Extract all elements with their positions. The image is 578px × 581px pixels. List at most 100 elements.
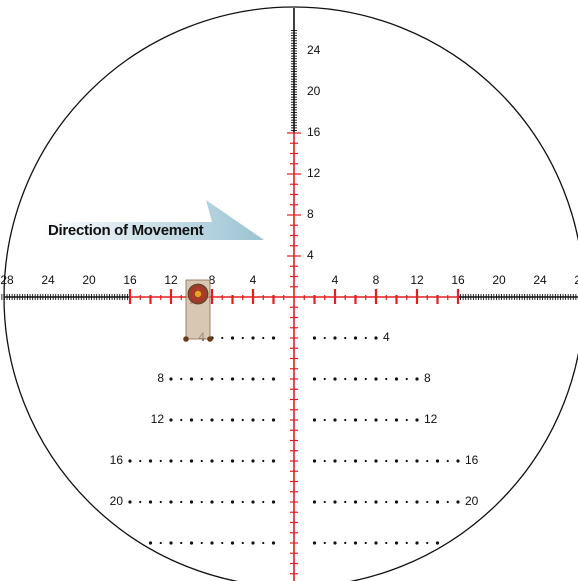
target [183,279,213,342]
horizontal-scale-label: 12 [410,273,424,287]
holdover-dot [221,336,224,340]
holdover-dot [333,459,337,463]
horizontal-scale-label: 20 [82,273,96,287]
holdover-dot [415,377,419,381]
holdover-dot [169,541,173,545]
holdover-dot [456,459,460,463]
vertical-scale-label: 20 [307,84,321,98]
holdover-dot [312,459,317,463]
holdover-dot [374,418,378,422]
holdover-dot [139,500,142,504]
holdover-dot [415,541,419,545]
holdover-dot [426,541,429,545]
holdover-dot [210,418,214,422]
holdover-label: 12 [424,412,438,426]
holdover-dot [128,459,132,463]
holdover-dot [385,377,388,381]
holdover-dot [221,541,224,545]
holdover-dot [251,541,255,545]
holdover-dot [415,459,419,463]
holdover-dot [128,500,132,504]
holdover-dot [374,336,378,340]
holdover-dot [374,459,378,463]
holdover-dot [271,418,276,422]
holdover-dot [344,418,347,422]
holdover-dot [385,500,388,504]
holdover-dot [435,500,440,504]
horizontal-scale-label: 28 [574,273,578,287]
holdover-dot [446,459,449,463]
holdover-dot [323,459,326,463]
horizontal-scale-label: 12 [164,273,178,287]
holdover-dot [271,459,276,463]
holdover-dot [251,459,255,463]
holdover-dot [385,541,388,545]
holdover-label: 12 [151,412,165,426]
vertical-scale-label: 16 [307,125,321,139]
holdover-dot [251,377,255,381]
holdover-dot [169,418,173,422]
holdover-dot [230,377,235,381]
holdover-dot [230,459,235,463]
scope-outline [3,6,578,581]
holdover-dot [189,541,194,545]
target-ring [193,289,203,299]
horizontal-scale-label: 28 [0,273,14,287]
holdover-dot [353,541,358,545]
holdover-dot [221,500,224,504]
holdover-dot [323,336,326,340]
holdover-dot [251,418,255,422]
holdover-dot [159,541,162,545]
holdover-dot [394,541,399,545]
holdover-dot [405,459,408,463]
holdover-dot [189,377,194,381]
holdover-dot [394,418,399,422]
holdover-dot [200,500,203,504]
holdover-dot [200,459,203,463]
holdover-dot [189,418,194,422]
holdover-dot [230,418,235,422]
holdover-dot [394,459,399,463]
vertical-scale-label: 12 [307,166,321,180]
holdover-label: 20 [465,494,479,508]
holdover-dot [180,377,183,381]
holdover-dot [262,336,265,340]
holdover-dot [364,377,367,381]
holdover-dot [271,377,276,381]
holdover-dot [200,418,203,422]
horizontal-scale-label: 8 [209,273,216,287]
holdover-dot [405,541,408,545]
holdover-dot [189,459,194,463]
holdover-dot [374,541,378,545]
holdover-dot [353,459,358,463]
holdover-dot [169,459,173,463]
holdover-dot [148,541,153,545]
holdover-dot [241,459,244,463]
holdover-dot [415,500,419,504]
holdover-dot [415,418,419,422]
holdover-dot [333,500,337,504]
holdover-dot [344,336,347,340]
holdover-dot [180,500,183,504]
holdover-dot [221,418,224,422]
movement-arrow [40,200,264,240]
target-foot [183,336,189,342]
holdover-dot [221,377,224,381]
holdover-dot [344,500,347,504]
holdover-dot [251,336,255,340]
vertical-scale-label: 4 [307,248,314,262]
holdover-dot [394,500,399,504]
holdover-label: 8 [424,371,431,385]
holdover-dot [262,418,265,422]
holdover-dot [241,336,244,340]
horizontal-scale-label: 16 [451,273,465,287]
holdover-dot [139,459,142,463]
holdover-dot [353,418,358,422]
holdover-dot [159,500,162,504]
holdover-dot [364,500,367,504]
holdover-label: 16 [110,453,124,467]
holdover-dot [333,336,337,340]
holdover-dot [364,418,367,422]
holdover-dot [200,377,203,381]
